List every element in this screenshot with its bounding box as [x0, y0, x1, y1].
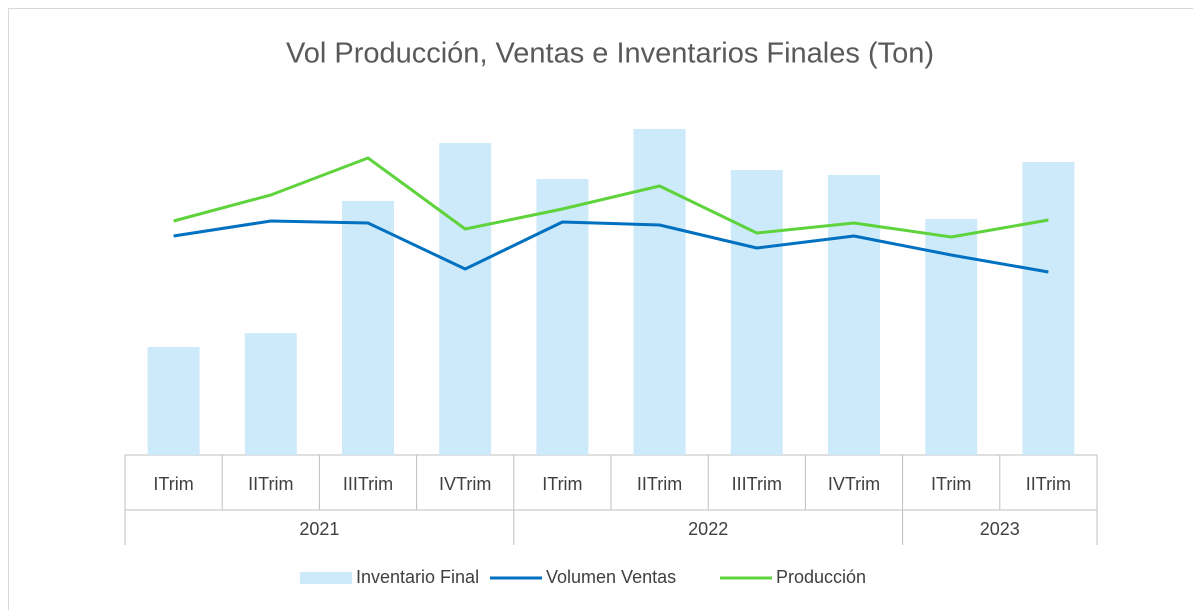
legend-label: Volumen Ventas [546, 567, 676, 587]
bar [828, 175, 880, 455]
x-tick-label: IITrim [1026, 474, 1071, 494]
bar [148, 347, 200, 455]
group-label: 2023 [980, 519, 1020, 539]
x-tick-label: ITrim [931, 474, 971, 494]
x-tick-label: IVTrim [439, 474, 491, 494]
x-tick-label: ITrim [153, 474, 193, 494]
bar [342, 201, 394, 455]
x-tick-label: IIITrim [343, 474, 393, 494]
group-label: 2022 [688, 519, 728, 539]
group-label: 2021 [299, 519, 339, 539]
bar [245, 333, 297, 455]
x-tick-label: IVTrim [828, 474, 880, 494]
bar [634, 129, 686, 455]
legend-label: Inventario Final [356, 567, 479, 587]
bar [731, 170, 783, 455]
x-tick-label: ITrim [542, 474, 582, 494]
x-tick-label: IIITrim [732, 474, 782, 494]
bar [536, 179, 588, 455]
bar [1022, 162, 1074, 455]
bar [439, 143, 491, 455]
chart-title: Vol Producción, Ventas e Inventarios Fin… [286, 38, 934, 70]
x-tick-label: IITrim [637, 474, 682, 494]
x-tick-label: IITrim [248, 474, 293, 494]
legend-label: Producción [776, 567, 866, 587]
legend-swatch [300, 572, 352, 584]
